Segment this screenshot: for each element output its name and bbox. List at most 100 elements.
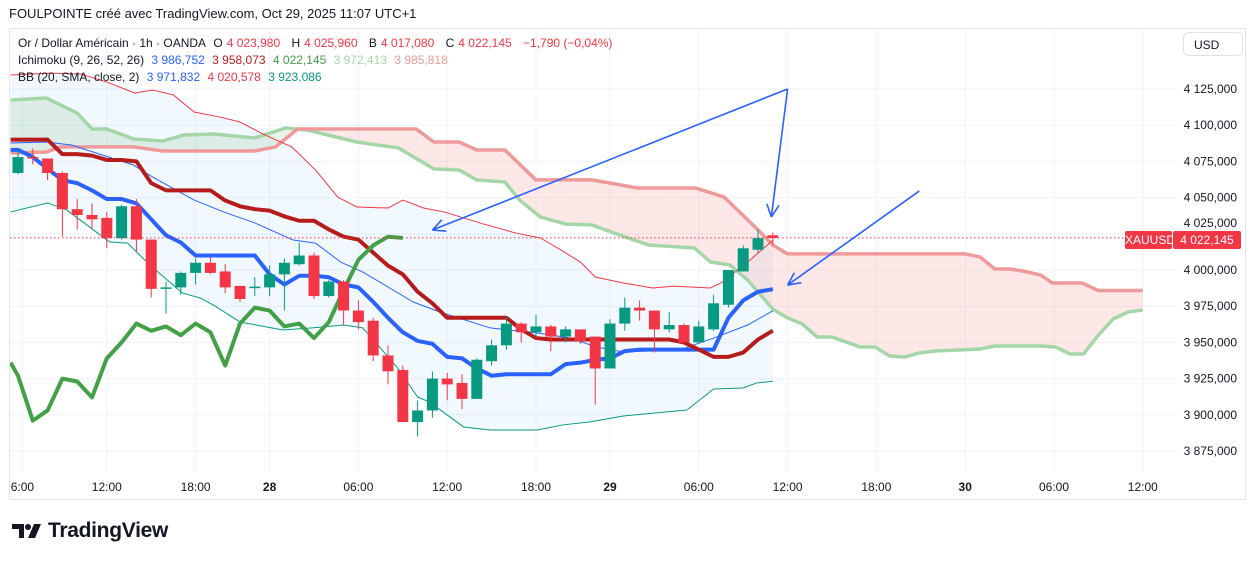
bb-upper-value: 4 020,578 [207,70,261,84]
candle-body [486,345,498,362]
bb-lower-line [10,202,773,431]
candle-down [545,325,557,352]
candle-body [323,281,335,297]
candle-up [249,277,261,297]
candle-body [234,285,246,299]
ichimoku-cloud-segment [499,149,507,184]
ichimoku-cloud-segment [262,133,270,150]
kijun-line [10,137,774,359]
candle-body [574,329,586,341]
price-axis-label: 3 875,000 [1184,444,1238,458]
ichimoku-cloud-segment [698,188,707,259]
ichimoku-cloud-segment [558,179,566,224]
ichimoku-cloud-segment [99,128,107,147]
candle-body [160,287,172,289]
tradingview-logo[interactable]: TradingView [12,519,168,543]
ichimoku-cloud-segment [18,99,26,153]
ichimoku-cloud-segment [928,253,936,352]
candle-down [130,199,142,253]
ichimoku-cloud-segment [358,128,366,144]
ichimoku-cloud-segment [373,128,381,146]
time-axis-label: 12:00 [773,480,803,494]
arrowhead-icon [432,229,447,232]
candle-body [456,382,468,399]
ichimoku-cloud-segment [550,179,559,222]
ichimoku-cloud-segment [158,140,166,151]
bb-name[interactable]: BB (20, SMA, close, 2) [18,70,140,84]
ichimoku-cloud-segment [1061,283,1069,354]
ichimoku-cloud-segment [62,105,70,147]
symbol-name[interactable]: Or / Dollar Américain · 1h · OANDA [18,36,207,50]
ichimoku-cloud-segment [365,128,374,145]
candle-body [693,326,705,343]
ichimoku-cloud-segment [891,253,899,357]
ichimoku-cloud-segment [706,191,714,263]
ichimoku-cloud-segment [543,179,551,220]
candle-up [604,319,616,369]
high-value: 4 025,960 [304,36,358,50]
candle-body [767,235,779,238]
ichimoku-name[interactable]: Ichimoku (9, 26, 52, 26) [18,53,145,67]
ichimoku-cloud-segment [210,134,218,151]
ichimoku-cloud-segment [240,136,248,151]
ichimoku-cloud-segment [254,135,263,151]
ichimoku-cloud-segment [380,128,388,147]
candle-body [471,359,483,399]
candle-body [190,262,202,273]
candle-body [56,172,68,210]
ichimoku-cloud-segment [1120,290,1128,316]
candle-body [382,355,394,372]
ichimoku-cloud-segment [351,128,359,143]
ichimoku-cloud-segment [388,128,396,148]
arrowhead-icon [787,281,802,286]
time-axis-label: 29 [603,480,617,494]
ichimoku-cloud-segment [728,201,736,270]
arrowhead-icon [431,219,443,231]
candle-up [530,314,542,337]
price-axis-label: 4 025,000 [1184,216,1238,230]
ichimoku-cloud-segment [247,137,255,151]
ichimoku-cloud-segment [1128,290,1136,312]
ichimoku-cloud-segment [869,253,877,348]
candle-body [249,286,261,289]
ichimoku-cloud-segment [269,130,277,149]
candle-up [160,281,172,314]
candle-body [42,158,54,173]
bb-lower-value: 3 923,086 [268,70,322,84]
currency-button[interactable]: USD [1183,32,1243,56]
bollinger-band-fill [10,73,773,431]
time-axis-label: 06:00 [684,480,714,494]
candle-body [175,272,187,288]
candle-body [708,303,720,330]
candle-down [145,239,157,298]
ichimoku-cloud-segment [1002,268,1010,347]
candle-down [767,232,779,246]
candle-down [27,148,39,165]
candle-down [382,345,394,385]
candle-body [204,262,216,273]
candle-up [560,326,572,343]
ichimoku-cloud-segment [965,253,973,350]
ichimoku-cloud-segment [410,128,418,160]
candle-body [130,206,142,240]
ichimoku-cloud-segment [780,249,788,318]
candle-body [219,271,231,288]
candle-body [737,248,749,272]
ichimoku-cloud-segment [573,179,581,225]
ichimoku-cloud-segment [454,141,462,172]
ichimoku-cloud-segment [1098,290,1106,336]
candle-down [515,322,527,343]
ichimoku-senkou-a-value: 3 972,413 [333,53,388,67]
ichimoku-cloud-segment [402,128,411,155]
candle-body [367,320,379,356]
ichimoku-cloud-segment [1076,283,1084,354]
ichimoku-cloud-segment [772,244,781,314]
candle-down [367,317,379,362]
time-axis-label: 12:00 [432,480,462,494]
ichimoku-cloud-segment [536,179,544,218]
ichimoku-cloud-segment [713,193,721,264]
candle-up [264,265,276,297]
candle-down [648,310,660,353]
